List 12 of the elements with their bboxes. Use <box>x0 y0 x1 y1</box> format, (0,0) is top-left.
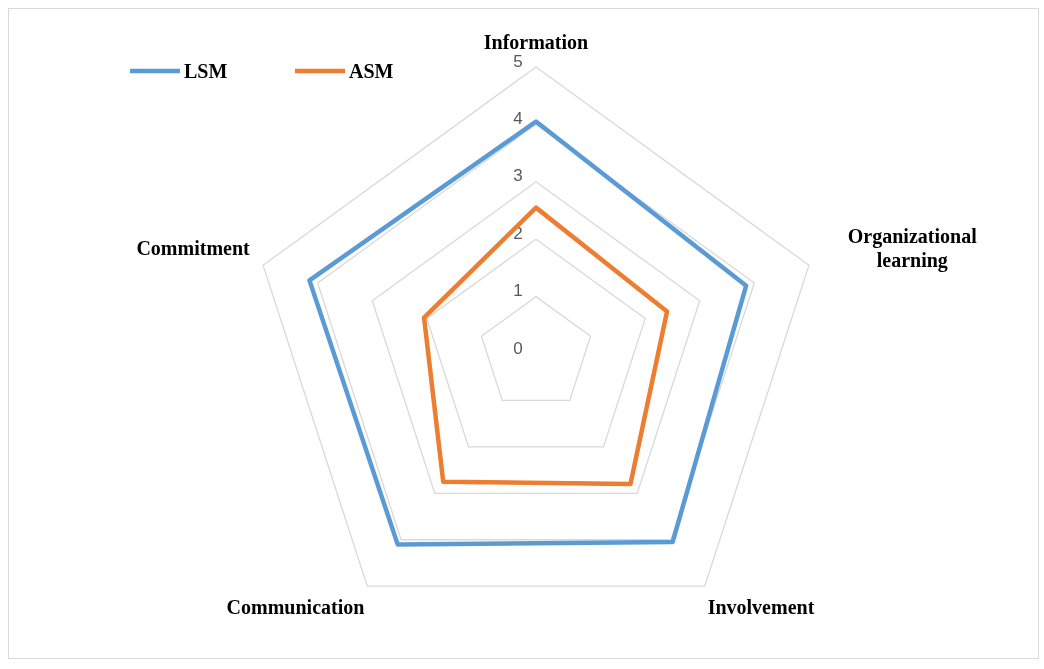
y-tick-label: 4 <box>513 108 523 128</box>
spoke-label: Communication <box>226 596 365 619</box>
y-tick-label: 1 <box>513 281 523 301</box>
y-tick-label: 3 <box>513 166 523 186</box>
spoke-label: Information <box>483 31 589 53</box>
y-tick-label: 5 <box>513 51 523 71</box>
spoke-label: Involvement <box>707 596 815 619</box>
legend-label: LSM <box>184 60 228 82</box>
spoke-label: Commitment <box>136 237 251 260</box>
spoke-label: Organizational learning <box>847 225 978 273</box>
legend-label: ASM <box>349 60 394 82</box>
y-tick-label: 0 <box>513 338 523 358</box>
